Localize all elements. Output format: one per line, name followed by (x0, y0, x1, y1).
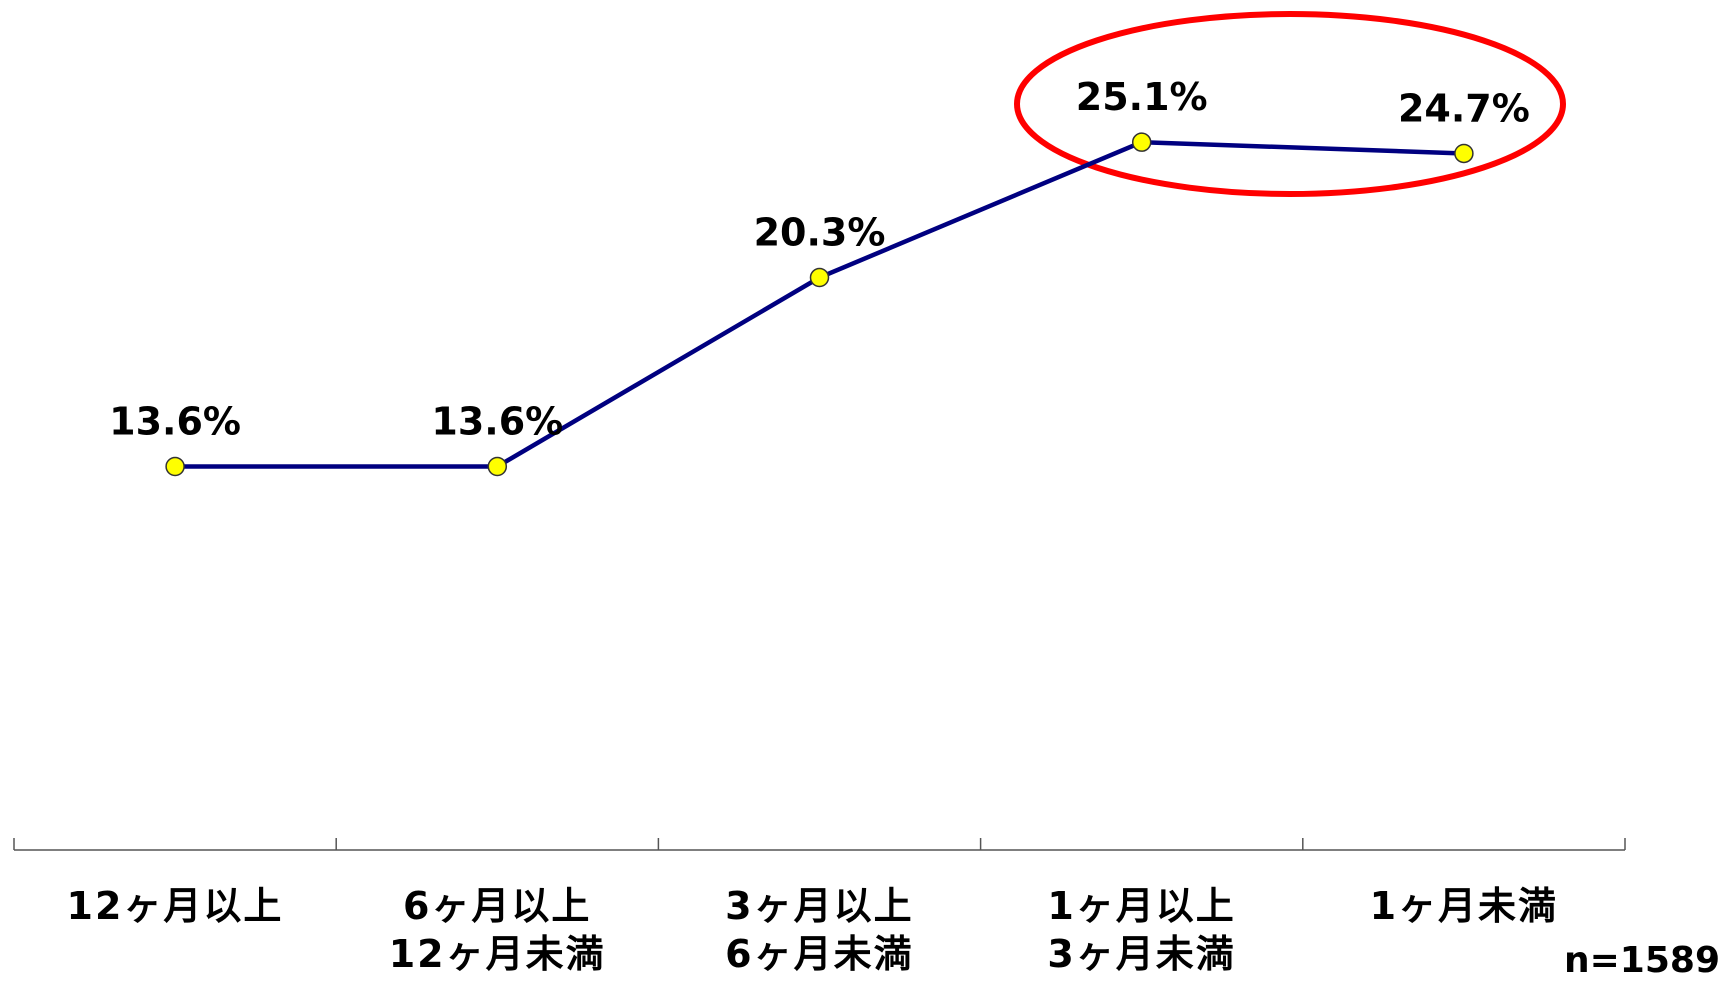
marker (1131, 132, 1152, 152)
x-tick-label: 3ヶ月以上 6ヶ月未満 (725, 884, 914, 976)
x-tick-label: 1ヶ月未満 (1369, 884, 1559, 928)
sample-size-note: n=1589 (1564, 940, 1720, 981)
x-tick-label: 1ヶ月以上 3ヶ月未満 (1047, 884, 1236, 976)
data-label: 13.6% (109, 399, 241, 443)
data-label: 24.7% (1398, 86, 1530, 130)
highlight-ellipse (1014, 11, 1566, 197)
marker (487, 456, 508, 477)
marker (809, 267, 830, 288)
data-label: 20.3% (754, 211, 886, 255)
data-label: 25.1% (1076, 75, 1208, 119)
marker (165, 456, 185, 477)
x-tick-label: 12ヶ月以上 (66, 884, 284, 928)
x-tick-label: 6ヶ月以上 12ヶ月未満 (388, 884, 606, 976)
marker (1454, 143, 1474, 164)
data-label: 13.6% (431, 399, 563, 443)
